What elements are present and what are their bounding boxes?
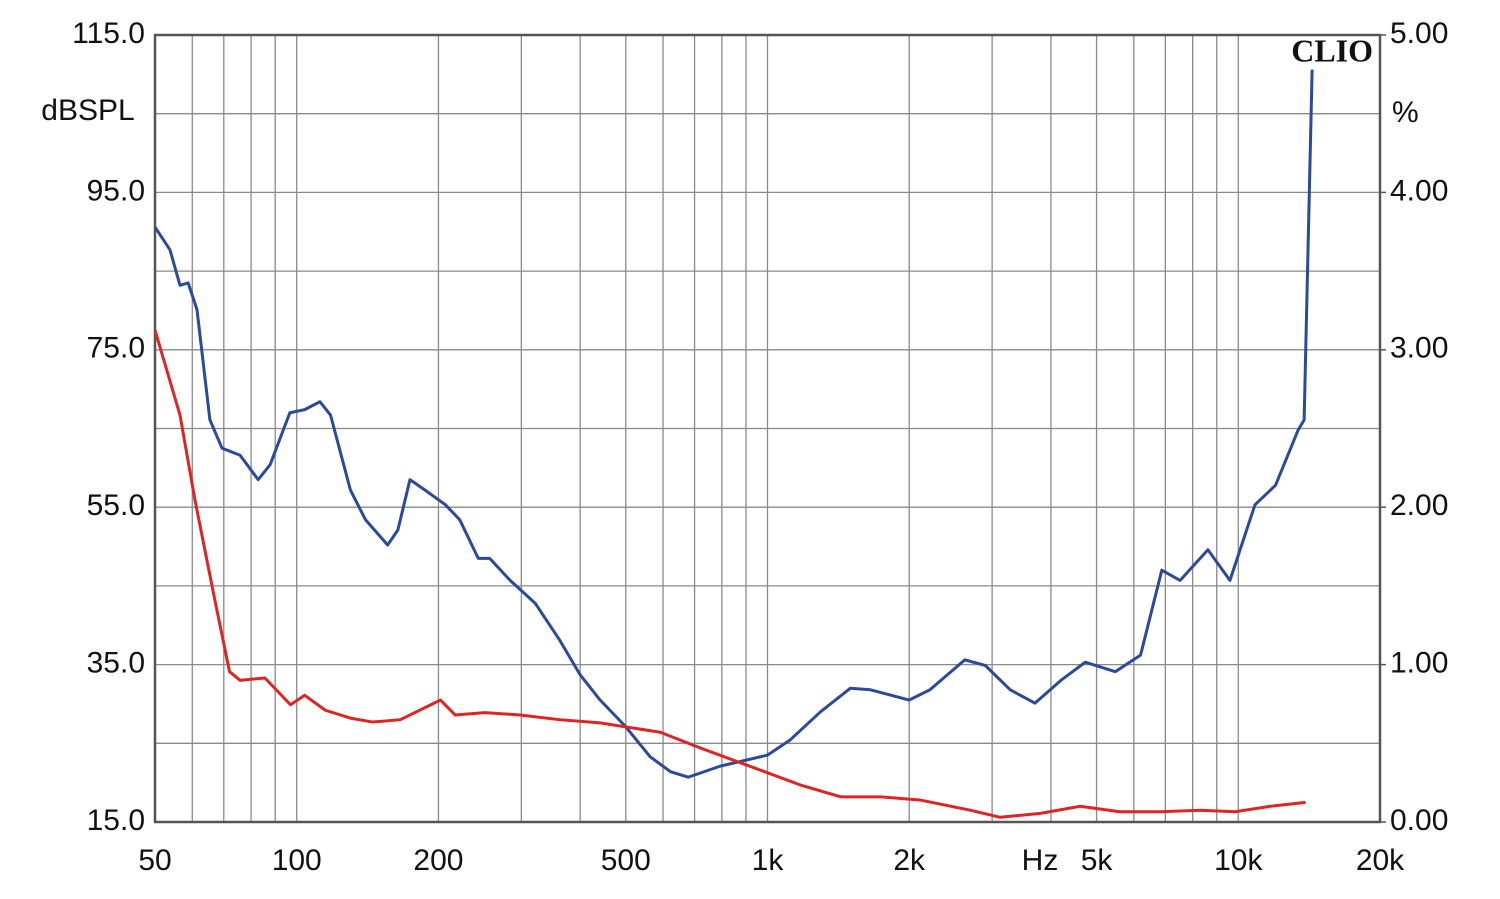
y-tick-label: 95.0: [87, 174, 145, 207]
y-tick-label: 15.0: [87, 804, 145, 837]
y-tick-label: 55.0: [87, 489, 145, 522]
x-tick-label: 50: [138, 844, 171, 877]
y2-axis-label: %: [1392, 96, 1419, 129]
x-tick-label: 10k: [1214, 844, 1263, 877]
x-tick-label: 1k: [752, 844, 785, 877]
brand-logo: CLIO: [1291, 32, 1373, 68]
line-series: [153, 69, 1314, 779]
x-tick-label: 20k: [1356, 844, 1405, 877]
x-tick-label: 500: [601, 844, 651, 877]
plot-frame: [153, 33, 1382, 824]
y2-tick-label: 1.00: [1390, 647, 1448, 680]
y2-tick-label: 3.00: [1390, 332, 1448, 365]
y2-tick-label: 5.00: [1390, 17, 1448, 50]
x-tick-label: 5k: [1081, 844, 1114, 877]
x-axis-label: Hz: [1022, 844, 1059, 877]
y2-tick-label: 4.00: [1390, 174, 1448, 207]
y2-tick-label: 0.00: [1390, 804, 1448, 837]
x-tick-label: 100: [272, 844, 322, 877]
y-tick-label: 35.0: [87, 647, 145, 680]
y-tick-label: 115.0: [72, 17, 145, 50]
y-tick-label: 75.0: [87, 332, 145, 365]
x-tick-label: 2k: [893, 844, 926, 877]
line-series: [153, 329, 1306, 819]
y-axis-label: dBSPL: [41, 94, 134, 127]
x-tick-label: 200: [413, 844, 463, 877]
y2-tick-label: 2.00: [1390, 489, 1448, 522]
